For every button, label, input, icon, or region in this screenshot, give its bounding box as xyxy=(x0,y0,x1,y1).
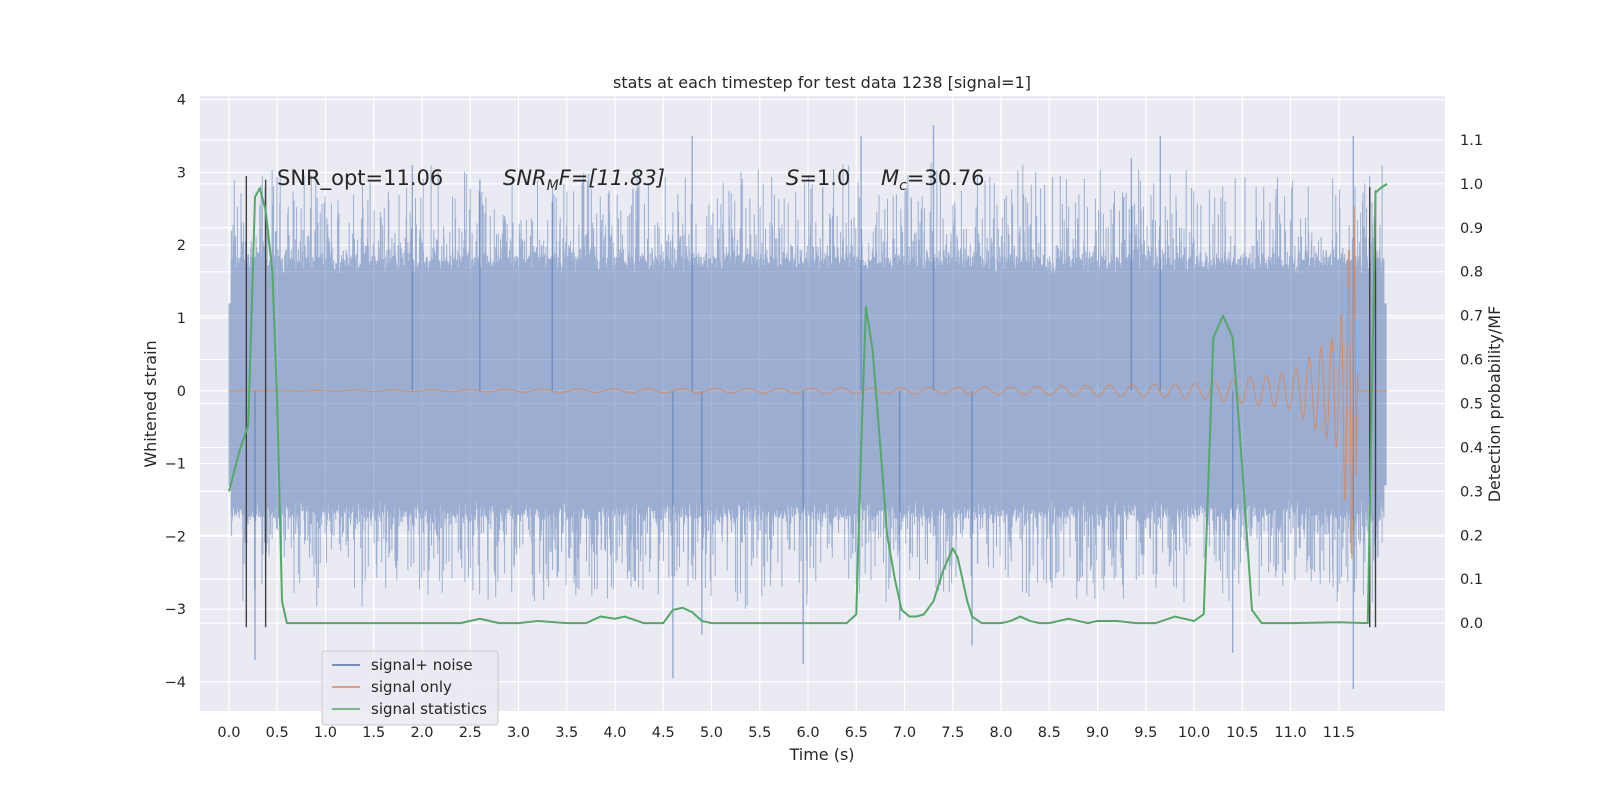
x-tick-label: 3.5 xyxy=(555,725,578,741)
noise-trace xyxy=(228,162,1387,609)
y2-tick-label: 1.0 xyxy=(1460,177,1483,193)
x-tick-label: 5.5 xyxy=(748,725,771,741)
series-signal-only xyxy=(228,206,1388,559)
annotation-snr-opt: SNR_opt=11.06 xyxy=(277,166,443,191)
y2-tick-label: 0.3 xyxy=(1460,484,1483,500)
y-tick-label: −4 xyxy=(165,675,186,691)
signal-trace xyxy=(228,206,1388,559)
y2-tick-label: 0.4 xyxy=(1460,440,1483,456)
y-tick-label: 3 xyxy=(177,165,186,181)
x-tick-label: 8.5 xyxy=(1038,725,1061,741)
y-tick-label: 2 xyxy=(177,238,186,254)
x-tick-label: 2.5 xyxy=(459,725,482,741)
series-signal-noise xyxy=(228,125,1387,690)
x-tick-label: 8.0 xyxy=(990,725,1013,741)
x-tick-label: 11.5 xyxy=(1323,725,1355,741)
y2-tick-label: 0.0 xyxy=(1460,616,1483,632)
y-tick-label: 0 xyxy=(177,384,186,400)
y2-tick-label: 0.7 xyxy=(1460,309,1483,325)
x-tick-label: 1.5 xyxy=(362,725,385,741)
y2-tick-label: 0.2 xyxy=(1460,528,1483,544)
x-tick-label: 5.0 xyxy=(700,725,723,741)
legend: signal+ noise signal only signal statist… xyxy=(321,650,499,726)
x-tick-label: 3.0 xyxy=(507,725,530,741)
y-tick-label: 1 xyxy=(177,311,186,327)
y-tick-label: −3 xyxy=(165,602,186,618)
statistics-line xyxy=(227,183,1388,625)
x-tick-label: 9.5 xyxy=(1134,725,1157,741)
y2-tick-label: 0.8 xyxy=(1460,265,1483,281)
x-axis-label: Time (s) xyxy=(788,745,854,764)
x-tick-label: 6.5 xyxy=(845,725,868,741)
chart-title: stats at each timestep for test data 123… xyxy=(613,73,1031,92)
y2-tick-label: 1.1 xyxy=(1460,133,1483,149)
x-tick-label: 2.0 xyxy=(410,725,433,741)
x-tick-label: 6.0 xyxy=(796,725,819,741)
legend-label-signal-only: signal only xyxy=(371,678,452,696)
x-tick-labels: 0.0 0.5 1.0 1.5 2.0 2.5 3.0 3.5 4.0 4.5 5.0 5.5 6.0 6… xyxy=(217,725,1355,741)
x-tick-label: 1.0 xyxy=(314,725,337,741)
y-tick-label: −2 xyxy=(165,529,186,545)
y2-tick-label: 0.6 xyxy=(1460,353,1483,369)
y-axis-label: Whitened strain xyxy=(141,340,160,467)
x-tick-label: 0.5 xyxy=(266,725,289,741)
y-tick-label: −1 xyxy=(165,457,186,473)
legend-box xyxy=(321,650,499,726)
x-tick-label: 0.0 xyxy=(217,725,240,741)
x-tick-label: 7.5 xyxy=(941,725,964,741)
annotation-snr-mf: SNRMF=[11.83] xyxy=(503,166,665,194)
x-tick-label: 4.0 xyxy=(603,725,626,741)
y2-tick-label: 0.5 xyxy=(1460,397,1483,413)
annotation-s: S=1.0 xyxy=(786,166,850,190)
y2-tick-label: 0.9 xyxy=(1460,221,1483,237)
x-tick-label: 10.5 xyxy=(1226,725,1258,741)
y2-axis-label: Detection probability/MF xyxy=(1485,306,1504,503)
y-tick-labels: 4 3 2 1 0 −1 −2 −3 −4 xyxy=(165,93,186,691)
y2-tick-label: 0.1 xyxy=(1460,572,1483,588)
x-tick-label: 4.5 xyxy=(652,725,675,741)
legend-label-signal-noise: signal+ noise xyxy=(371,656,473,674)
x-tick-label: 10.0 xyxy=(1178,725,1210,741)
x-tick-label: 11.0 xyxy=(1274,725,1306,741)
y-tick-label: 4 xyxy=(177,93,186,109)
y2-tick-labels: 1.1 1.0 0.9 0.8 0.7 0.6 0.5 0.4 0.3 0.2 0.1 0.0 xyxy=(1460,133,1483,632)
x-tick-label: 9.0 xyxy=(1086,725,1109,741)
series-signal-statistics xyxy=(227,183,1388,625)
x-tick-label: 7.0 xyxy=(893,725,916,741)
annotation-mc: Mc=30.76 xyxy=(881,166,985,194)
legend-label-signal-statistics: signal statistics xyxy=(371,700,487,718)
